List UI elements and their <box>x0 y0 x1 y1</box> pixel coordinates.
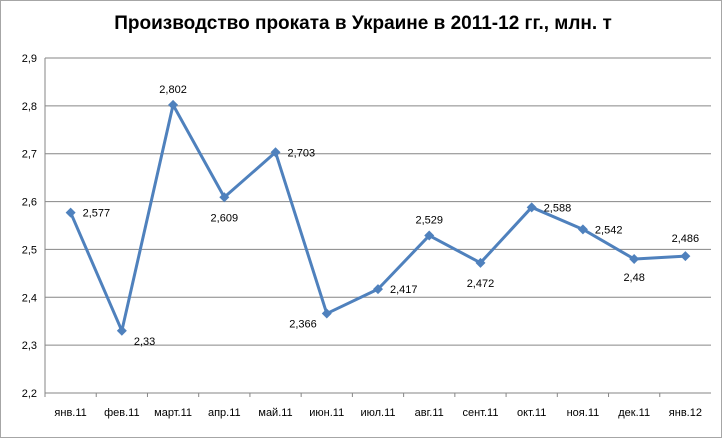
y-tick-label: 2,8 <box>22 101 37 113</box>
y-axis-ticks: 2,2 2,3 2,4 2,5 2,6 2,7 2,8 2,9 <box>22 53 37 400</box>
y-tick-label: 2,9 <box>22 53 37 65</box>
data-point <box>65 207 76 218</box>
data-point <box>629 254 640 264</box>
x-tick-label: май.11 <box>258 407 292 419</box>
data-point <box>680 251 691 262</box>
data-label: 2,577 <box>83 208 111 220</box>
data-point <box>321 308 332 319</box>
x-tick-label: апр.11 <box>208 407 241 419</box>
y-tick-label: 2,7 <box>22 149 37 161</box>
x-tick-label: янв.11 <box>54 407 86 419</box>
data-point <box>168 99 179 110</box>
y-tick-label: 2,2 <box>22 388 37 400</box>
x-tick-label: сент.11 <box>462 407 498 419</box>
x-tick-label: окт.11 <box>517 407 546 419</box>
data-point <box>373 284 383 295</box>
x-axis-ticks: янв.11 фев.11 март.11 апр.11 май.11 июн.11 июл… <box>44 393 702 419</box>
data-label: 2,529 <box>415 215 443 227</box>
data-label: 2,366 <box>289 319 317 331</box>
data-label: 2,802 <box>159 84 187 96</box>
x-tick-label: дек.11 <box>618 407 650 419</box>
x-tick-label: июл.11 <box>360 407 395 419</box>
x-tick-label: авг.11 <box>415 407 444 419</box>
data-point <box>526 202 537 213</box>
data-label: 2,33 <box>134 336 155 348</box>
y-tick-label: 2,5 <box>22 244 37 256</box>
gridlines <box>44 57 711 394</box>
x-tick-label: март.11 <box>154 407 192 419</box>
y-tick-label: 2,6 <box>22 197 37 209</box>
data-label: 2,48 <box>623 272 644 284</box>
y-tick-label: 2,4 <box>22 292 37 304</box>
x-tick-label: янв.12 <box>669 407 702 419</box>
data-point <box>424 230 435 241</box>
data-points <box>65 99 691 336</box>
data-label: 2,417 <box>390 284 418 296</box>
x-tick-label: июн.11 <box>309 407 344 419</box>
data-labels: 2,577 2,33 2,802 2,609 2,703 2,366 2,417 2,529 2… <box>83 84 700 348</box>
data-label: 2,609 <box>211 212 239 224</box>
data-label: 2,472 <box>467 278 495 290</box>
x-tick-label: ноя.11 <box>567 407 600 419</box>
data-point <box>219 192 230 203</box>
data-point <box>577 224 588 235</box>
data-point <box>270 147 281 158</box>
data-label: 2,588 <box>544 202 572 214</box>
data-label: 2,542 <box>595 224 623 236</box>
data-label: 2,486 <box>672 233 700 245</box>
y-tick-label: 2,3 <box>22 340 37 352</box>
chart-title: Производство проката в Украине в 2011-12… <box>114 13 612 34</box>
data-point <box>116 325 127 336</box>
data-point <box>475 257 486 268</box>
x-tick-label: фев.11 <box>104 407 140 419</box>
data-label: 2,703 <box>288 147 316 159</box>
